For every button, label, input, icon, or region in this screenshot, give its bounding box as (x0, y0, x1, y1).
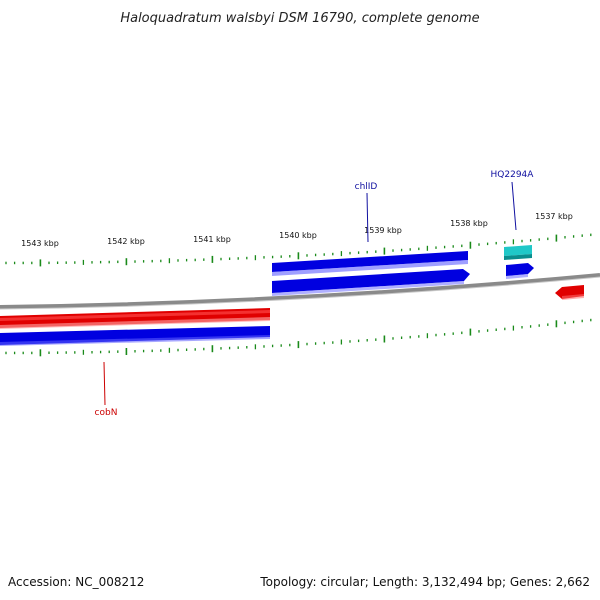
label-chlID[interactable]: chlID (355, 182, 378, 192)
gene-forward-lower[interactable] (0, 326, 270, 346)
scale-label-1539: 1539 kbp (364, 226, 402, 235)
callout-cobN (103, 361, 106, 406)
callout-chlID (366, 192, 369, 243)
callout-HQ2294A (511, 181, 517, 231)
scale-label-1543: 1543 kbp (21, 239, 59, 248)
footer-accession: Accession: NC_008212 (8, 575, 144, 589)
footer-topology: Topology: circular; Length: 3,132,494 bp… (259, 575, 590, 589)
label-cobN[interactable]: cobN (95, 408, 118, 418)
label-HQ2294A[interactable]: HQ2294A (491, 170, 535, 180)
gene-cobN[interactable] (0, 308, 270, 329)
scale-label-1540: 1540 kbp (279, 231, 317, 240)
genome-backbone (0, 273, 600, 309)
scale-label-1538: 1538 kbp (450, 219, 488, 228)
gene-chlID[interactable] (272, 269, 470, 296)
gene-HQ2294A[interactable] (506, 263, 534, 279)
gene-reverse-right[interactable] (555, 285, 584, 300)
scale-label-1542: 1542 kbp (107, 237, 145, 246)
tick-track-lower (5, 318, 592, 357)
scale-label-1541: 1541 kbp (193, 235, 231, 244)
tick-track-upper (5, 233, 592, 267)
scale-labels: 1543 kbp 1542 kbp 1541 kbp 1540 kbp 1539… (21, 212, 573, 248)
gene-forward-upper[interactable] (272, 251, 468, 276)
scale-label-1537: 1537 kbp (535, 212, 573, 221)
map-title: Haloquadratum walsbyi DSM 16790, complet… (120, 11, 479, 26)
gene-HQ2294A-rna[interactable] (504, 245, 532, 260)
genome-backbone-highlight (0, 276, 600, 310)
